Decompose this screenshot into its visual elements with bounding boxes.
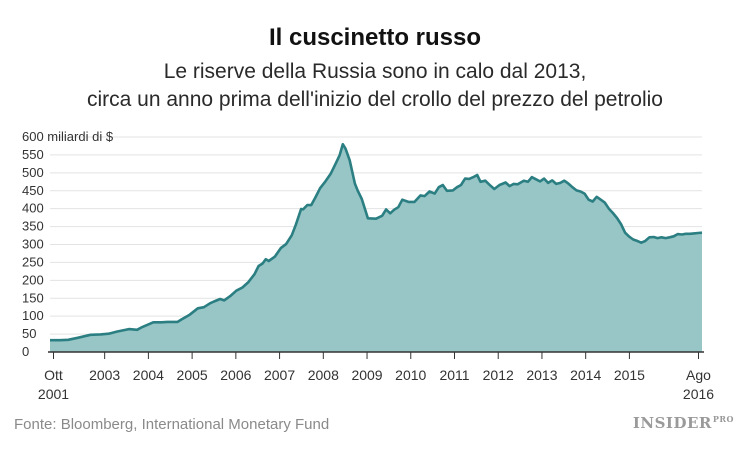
y-tick-label-550: 550 xyxy=(22,147,44,162)
x-tick-label-9: 2011 xyxy=(439,367,469,383)
y-tick-label-50: 50 xyxy=(22,326,36,341)
x-tick-label-5: 2007 xyxy=(264,367,295,383)
x-tick-label-0: Ott xyxy=(44,367,63,383)
y-tick-label-600: 600 miliardi di $ xyxy=(22,129,114,144)
logo-suffix: PRO xyxy=(712,414,734,424)
chart-subtitle: Le riserve della Russia sono in calo dal… xyxy=(0,58,750,114)
chart-title: Il cuscinetto russo xyxy=(268,24,482,51)
area-series xyxy=(50,142,703,352)
y-tick-label-300: 300 xyxy=(22,237,44,252)
x-tick-label-11: 2013 xyxy=(526,367,557,383)
axes: 0 50 100 150 200 250 300 350 400 450 500 550 600 mil… xyxy=(22,129,714,402)
logo-text: INSIDER xyxy=(632,414,712,432)
reserves-line xyxy=(50,142,703,342)
x-tick-label-8: 2010 xyxy=(395,367,426,383)
y-tick-label-150: 150 xyxy=(22,290,44,305)
x-tick-label-14: Ago xyxy=(686,367,711,383)
x-tick-label-6: 2008 xyxy=(308,367,339,383)
x-tick-label-2: 2004 xyxy=(133,367,164,383)
x-tick-label-7: 2009 xyxy=(351,367,382,383)
x-tick-label-4: 2006 xyxy=(220,367,251,383)
y-tick-label-400: 400 xyxy=(22,201,44,216)
y-tick-label-250: 250 xyxy=(22,254,44,269)
y-tick-label-350: 350 xyxy=(22,219,44,234)
x-tick-label-14-line2: 2016 xyxy=(683,386,714,402)
y-tick-label-0: 0 xyxy=(22,344,29,359)
y-tick-label-450: 450 xyxy=(22,183,44,198)
x-tick-label-13: 2015 xyxy=(614,367,645,383)
reserves-area-fill xyxy=(50,144,702,352)
x-tick-label-3: 2005 xyxy=(177,367,208,383)
x-tick-label-12: 2014 xyxy=(570,367,601,383)
y-tick-label-200: 200 xyxy=(22,272,44,287)
x-tick-label-10: 2012 xyxy=(483,367,514,383)
insider-pro-logo: INSIDERPRO xyxy=(633,414,734,432)
x-tick-label-0-line2: 2001 xyxy=(38,386,69,402)
y-tick-label-100: 100 xyxy=(22,308,44,323)
source-note: Fonte: Bloomberg, International Monetary… xyxy=(14,416,330,433)
y-tick-label-500: 500 xyxy=(22,165,44,180)
subtitle-line-1: Le riserve della Russia sono in calo dal… xyxy=(163,60,587,83)
subtitle-line-2: circa un anno prima dell'inizio del crol… xyxy=(87,88,663,111)
x-tick-label-1: 2003 xyxy=(89,367,120,383)
